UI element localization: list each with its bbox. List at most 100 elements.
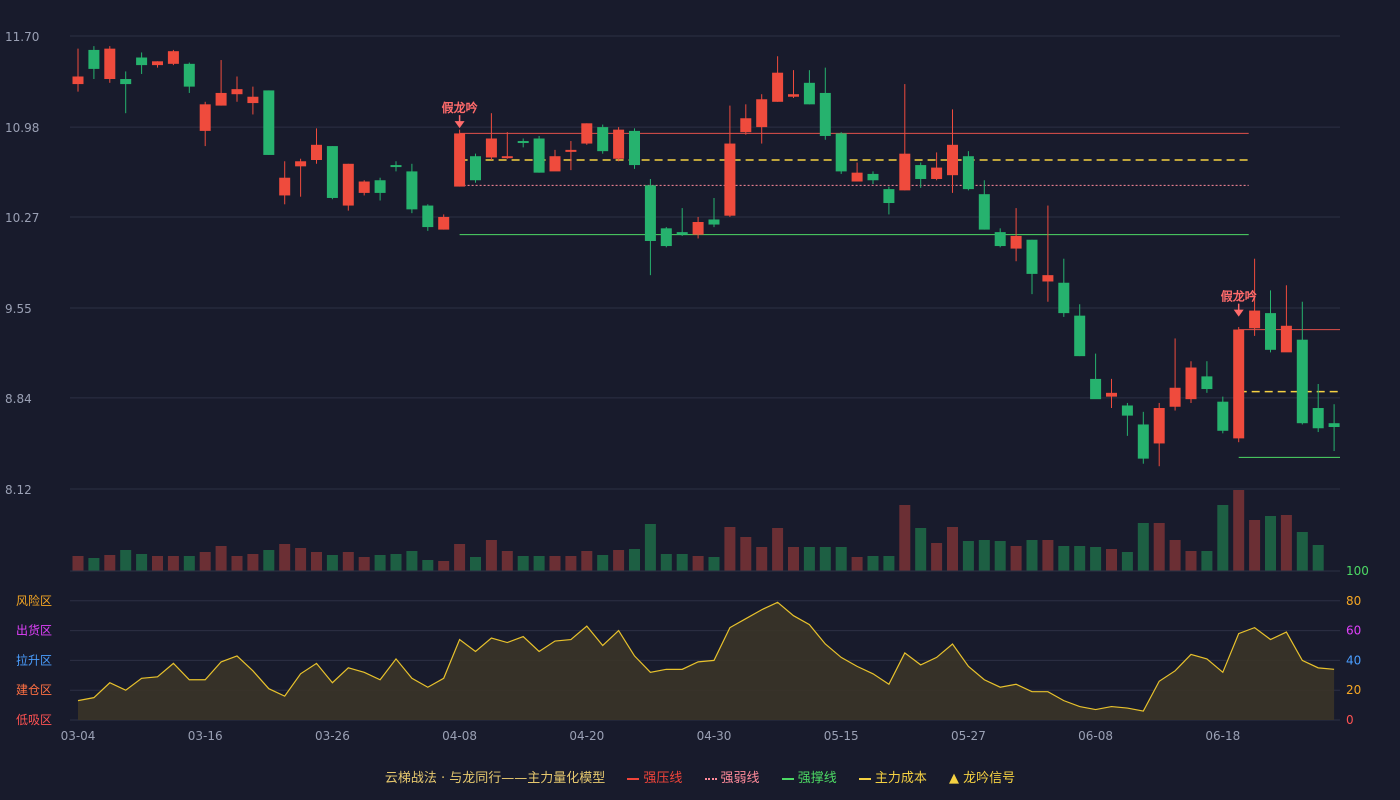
- volume-bar: [549, 556, 561, 571]
- legend-label: 强撑线: [797, 771, 837, 786]
- date-tick-label: 03-26: [315, 729, 350, 743]
- candle-body: [470, 156, 481, 181]
- zone-label: 建仓区: [16, 683, 52, 697]
- volume-bar: [279, 544, 291, 571]
- candle-body: [835, 133, 847, 172]
- volume-bars: [72, 490, 1324, 571]
- candle-body: [1312, 408, 1324, 429]
- volume-bar: [1026, 540, 1038, 571]
- zone-label: 低吸区: [16, 713, 52, 727]
- candle-body: [215, 92, 227, 106]
- volume-bar: [740, 537, 752, 571]
- price-axis: 11.70 10.98 10.27 9.55 8.84 8.12: [5, 30, 39, 497]
- candle-body: [279, 177, 291, 196]
- zone-label: 风险区: [16, 593, 52, 608]
- volume-bar: [581, 551, 593, 571]
- volume-bar: [915, 528, 927, 571]
- volume-bar: [1185, 551, 1197, 571]
- candle-body: [1137, 424, 1149, 459]
- candle-body: [660, 228, 672, 247]
- candle-body: [1074, 315, 1086, 357]
- candle-body: [104, 48, 116, 80]
- volume-bar: [644, 524, 656, 571]
- volume-bar: [1090, 547, 1102, 571]
- candlesticks: [72, 46, 1340, 467]
- oscillator-line: [77, 601, 1335, 712]
- volume-bar: [311, 552, 322, 571]
- volume-bar: [788, 547, 799, 571]
- volume-bar: [390, 554, 402, 571]
- candle-body: [644, 185, 656, 241]
- legend: 云梯战法 · 与龙同行——主力量化模型 强压线 强弱线 强撑线 主力成本 ▲ 龙…: [0, 767, 1400, 786]
- candle-body: [1042, 275, 1054, 282]
- legend-item-cost: 主力成本: [858, 771, 927, 786]
- candle-body: [1058, 282, 1070, 314]
- volume-bar: [501, 551, 513, 571]
- volume-bar: [517, 556, 529, 571]
- candle-body: [374, 180, 386, 193]
- candle-body: [851, 172, 863, 182]
- candle-body: [1153, 408, 1165, 444]
- candle-body: [788, 94, 799, 97]
- zone-label: 出货区: [16, 623, 52, 638]
- candle-body: [88, 49, 100, 69]
- candle-body: [978, 194, 990, 230]
- oscillator-tick-label: 20: [1346, 683, 1361, 697]
- volume-bar: [406, 551, 418, 571]
- oscillator-tick-label: 80: [1346, 594, 1361, 608]
- date-tick-label: 03-04: [61, 729, 96, 743]
- volume-bar: [438, 561, 450, 571]
- candle-body: [899, 153, 911, 191]
- volume-bar: [1042, 540, 1054, 571]
- candle-body: [501, 156, 513, 159]
- candle-body: [390, 165, 402, 168]
- candle-body: [72, 76, 84, 85]
- volume-bar: [994, 541, 1006, 571]
- volume-bar: [72, 556, 84, 571]
- candle-body: [676, 232, 688, 235]
- volume-bar: [533, 556, 545, 571]
- legend-item-strength: 强弱线: [704, 771, 760, 786]
- signal-arrow-icon: [1233, 309, 1244, 317]
- candle-body: [1121, 405, 1133, 416]
- candle-body: [152, 61, 163, 66]
- date-tick-label: 04-08: [442, 729, 477, 743]
- volume-bar: [183, 556, 195, 571]
- candle-body: [358, 181, 370, 193]
- volume-bar: [1280, 515, 1292, 571]
- volume-bar: [613, 550, 625, 571]
- candle-body: [629, 130, 640, 166]
- candle-body: [1265, 313, 1276, 350]
- candle-body: [772, 72, 784, 102]
- candle-body: [1280, 325, 1292, 353]
- candle-body: [597, 127, 609, 152]
- solid-line-icon: [627, 777, 640, 780]
- volume-bar: [1233, 490, 1245, 571]
- volume-bar: [295, 548, 307, 571]
- candle-body: [756, 99, 768, 128]
- price-grid: [70, 35, 1340, 490]
- candle-body: [485, 138, 497, 158]
- volume-bar: [883, 556, 895, 571]
- solid-line-icon: [781, 777, 794, 780]
- oscillator-area: [77, 601, 1335, 720]
- volume-bar: [120, 550, 132, 571]
- volume-bar: [756, 547, 768, 571]
- candle-body: [867, 173, 879, 181]
- signal-arrow-icon: [454, 121, 465, 129]
- volume-bar: [358, 557, 370, 571]
- oscillator-tick-label: 40: [1346, 653, 1361, 667]
- date-tick-label: 06-18: [1205, 729, 1240, 743]
- volume-bar: [1217, 505, 1229, 571]
- candle-body: [1217, 401, 1229, 431]
- volume-bar: [1106, 549, 1117, 571]
- volume-bar: [247, 554, 259, 571]
- volume-bar: [326, 555, 338, 571]
- volume-bar: [851, 557, 863, 571]
- volume-bar: [231, 556, 243, 571]
- candle-body: [1010, 235, 1022, 249]
- legend-label: 主力成本: [874, 771, 927, 786]
- volume-bar: [1010, 546, 1022, 571]
- volume-bar: [708, 557, 720, 571]
